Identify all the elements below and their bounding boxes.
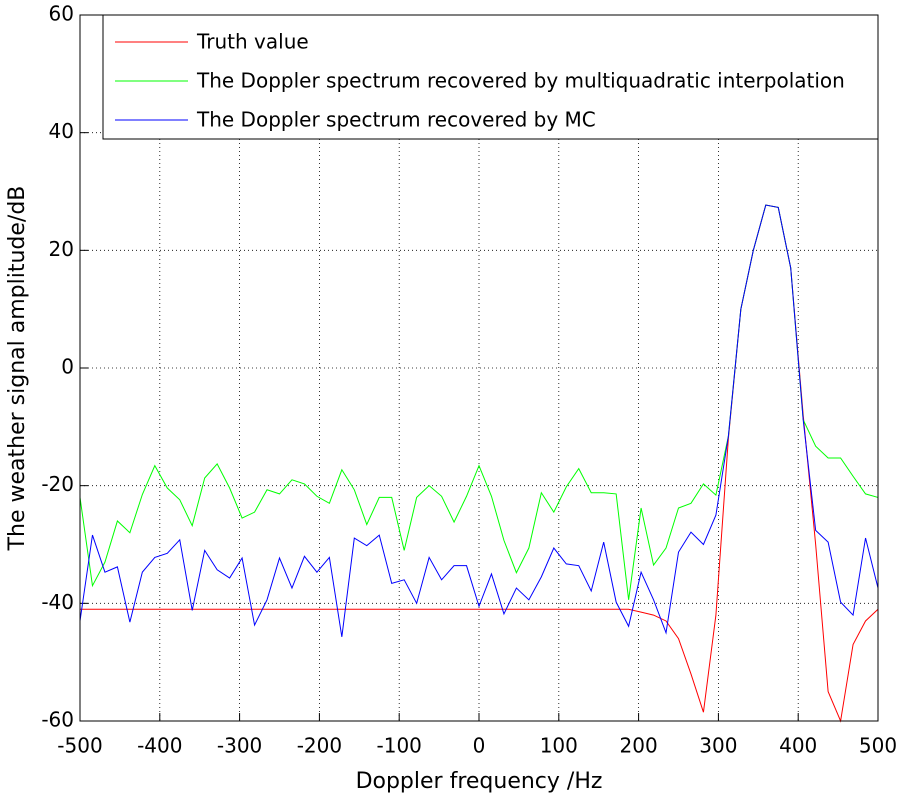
x-tick-label: 100 xyxy=(540,734,578,758)
x-tick-label: 0 xyxy=(473,734,486,758)
x-tick-label: 400 xyxy=(779,734,817,758)
x-tick-label: -100 xyxy=(377,734,422,758)
x-axis-label: Doppler frequency /Hz xyxy=(356,769,603,794)
x-tick-label: 200 xyxy=(620,734,658,758)
y-tick-label: -60 xyxy=(41,708,74,732)
x-tick-label: -500 xyxy=(57,734,102,758)
x-tick-label: 500 xyxy=(859,734,897,758)
y-tick-label: 0 xyxy=(61,355,74,379)
y-axis-label: The weather signal amplitude/dB xyxy=(5,186,30,552)
x-tick-label: 300 xyxy=(699,734,737,758)
y-tick-label: 60 xyxy=(49,2,74,26)
legend-label: The Doppler spectrum recovered by MC xyxy=(196,108,596,132)
y-tick-label: -20 xyxy=(41,472,74,496)
series-line xyxy=(79,204,879,637)
x-tick-label: -200 xyxy=(297,734,342,758)
y-tick-label: 20 xyxy=(49,237,74,261)
y-tick-label: -40 xyxy=(41,590,74,614)
x-tick-label: -400 xyxy=(137,734,182,758)
legend-label: The Doppler spectrum recovered by multiq… xyxy=(196,69,845,93)
legend-box xyxy=(102,14,879,140)
y-tick-label: 40 xyxy=(49,119,74,143)
x-tick-label: -300 xyxy=(217,734,262,758)
legend-label: Truth value xyxy=(196,30,309,54)
